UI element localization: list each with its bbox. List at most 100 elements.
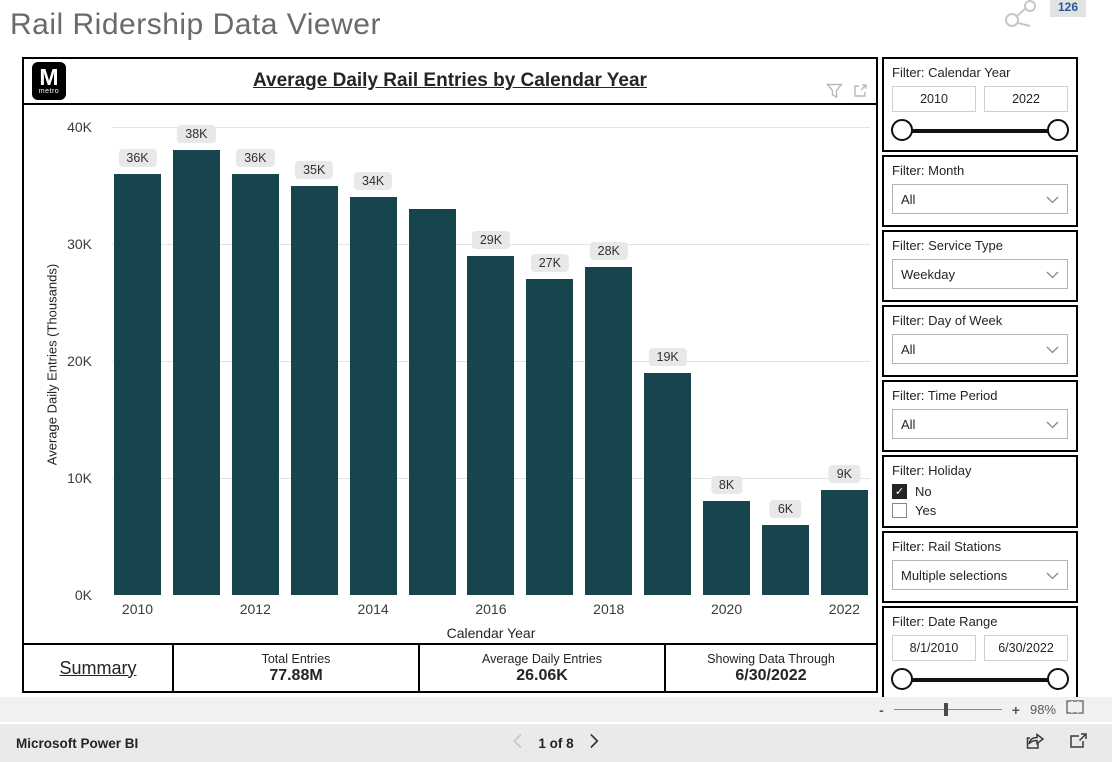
filter-label: Filter: Service Type: [892, 238, 1004, 253]
date-range-slider: [891, 665, 1069, 695]
x-tick-2019: [644, 601, 691, 617]
share-icon[interactable]: [1004, 0, 1038, 30]
tab-summary[interactable]: Summary: [59, 657, 137, 678]
card-label: Total Entries: [261, 651, 331, 666]
zoom-slider[interactable]: [893, 703, 1002, 716]
bar-2016[interactable]: [467, 255, 515, 595]
filter-label: Filter: Day of Week: [892, 313, 1003, 328]
filter-label: Filter: Date Range: [892, 614, 998, 629]
plot-wrap: 36K 38K 36K 35K 34K 29K 27K 28K 19K 8K 6K 9K: [112, 125, 870, 595]
zoom-toolbar: - + 98%: [0, 697, 1112, 722]
powerbi-brand: Microsoft Power BI: [16, 735, 139, 751]
bar-slot-2021: 6K: [761, 127, 809, 595]
dropdown-value: Multiple selections: [901, 567, 1008, 583]
card-value: 6/30/2022: [735, 666, 807, 684]
service-type-dropdown[interactable]: Weekday: [892, 259, 1068, 289]
bar-2022[interactable]: [820, 489, 868, 595]
filter-funnel-icon[interactable]: [826, 83, 843, 99]
x-tick-2011: [173, 601, 220, 617]
holiday-option-yes[interactable]: Yes: [892, 503, 1068, 518]
view-count-badge: 126: [1049, 0, 1086, 17]
zoom-percent: 98%: [1029, 702, 1056, 717]
bar-2017[interactable]: [526, 279, 574, 595]
slider-track: [902, 129, 1058, 133]
bar-2010[interactable]: [114, 173, 161, 595]
previous-page-icon[interactable]: [512, 733, 522, 754]
holiday-option-no[interactable]: ✓ No: [892, 484, 1068, 499]
card-label: Showing Data Through: [707, 651, 835, 666]
x-axis-ticks: 2010 2012 2014 2016 2018 2020 2022: [112, 601, 870, 617]
x-tick-2010: 2010: [121, 601, 154, 617]
filter-label: Filter: Calendar Year: [892, 65, 1011, 80]
x-tick-2021: [762, 601, 809, 617]
bar-2013[interactable]: [290, 185, 338, 595]
y-tick-40K: 40K: [67, 119, 92, 135]
filter-holiday: Filter: Holiday ✓ No Yes: [882, 455, 1078, 528]
dropdown-value: Weekday: [901, 266, 955, 282]
next-page-icon[interactable]: [590, 733, 600, 754]
y-tick-10K: 10K: [67, 470, 92, 486]
day-of-week-dropdown[interactable]: All: [892, 334, 1068, 364]
bar-2011[interactable]: [172, 150, 220, 595]
filter-rail-stations: Filter: Rail Stations Multiple selection…: [882, 531, 1078, 603]
bar-label-2018: 28K: [589, 242, 628, 261]
filter-panel: Filter: Calendar Year 2010 2022 Filter: …: [882, 57, 1078, 701]
checkbox-unchecked-icon[interactable]: [892, 503, 907, 518]
rail-stations-dropdown[interactable]: Multiple selections: [892, 560, 1068, 590]
bar-2012[interactable]: [231, 173, 279, 595]
filter-label: Filter: Rail Stations: [892, 539, 1002, 554]
calendar-year-range-slider: [891, 116, 1069, 146]
bar-label-2014: 34K: [354, 172, 393, 191]
filter-label: Filter: Holiday: [892, 463, 972, 478]
footer-bar: Microsoft Power BI 1 of 8: [0, 724, 1112, 762]
zoom-slider-handle[interactable]: [943, 703, 948, 716]
slider-handle-min[interactable]: [891, 668, 913, 690]
slider-handle-max[interactable]: [1047, 119, 1069, 141]
date-range-min-input[interactable]: 8/1/2010: [892, 635, 976, 661]
bar-slot-2014: 34K: [349, 127, 397, 595]
bar-slot-2010: 36K: [114, 127, 161, 595]
bar-2018[interactable]: [585, 267, 633, 595]
month-dropdown[interactable]: All: [892, 184, 1068, 214]
zoom-in-button[interactable]: +: [1011, 701, 1020, 718]
zoom-out-button[interactable]: -: [879, 701, 884, 718]
dropdown-value: All: [901, 341, 916, 357]
calendar-year-max-input[interactable]: 2022: [984, 86, 1068, 112]
bar-2015[interactable]: [408, 208, 456, 595]
chevron-down-icon: [1046, 192, 1059, 207]
x-tick-2016: 2016: [475, 601, 507, 617]
bar-2014[interactable]: [349, 197, 397, 595]
slider-handle-min[interactable]: [891, 119, 913, 141]
bar-2019[interactable]: [644, 372, 692, 595]
filter-time-period: Filter: Time Period All: [882, 380, 1078, 452]
bar-2021[interactable]: [761, 524, 809, 595]
fit-to-screen-icon[interactable]: [1066, 700, 1084, 719]
plot-area: 36K 38K 36K 35K 34K 29K 27K 28K 19K 8K 6K 9K: [112, 125, 870, 595]
x-tick-2018: 2018: [593, 601, 625, 617]
date-range-max-input[interactable]: 6/30/2022: [984, 635, 1068, 661]
chevron-down-icon: [1046, 342, 1059, 357]
checkbox-checked-icon[interactable]: ✓: [892, 484, 907, 499]
bar-label-2017: 27K: [530, 254, 569, 273]
bar-slot-2018: 28K: [585, 127, 633, 595]
bar-label-2016: 29K: [471, 230, 511, 249]
filter-month: Filter: Month All: [882, 155, 1078, 227]
page-navigation: 1 of 8: [512, 733, 599, 754]
time-period-dropdown[interactable]: All: [892, 409, 1068, 439]
x-tick-2013: [291, 601, 338, 617]
y-axis-ticks: 40K 30K 20K 10K 0K: [24, 119, 104, 603]
bar-label-2010: 36K: [118, 148, 157, 167]
share-report-icon[interactable]: [1025, 732, 1045, 755]
bar-label-2013: 35K: [295, 160, 334, 179]
card-label: Average Daily Entries: [482, 651, 602, 666]
focus-mode-icon[interactable]: [853, 83, 868, 99]
calendar-year-min-input[interactable]: 2010: [892, 86, 976, 112]
x-axis-title: Calendar Year: [446, 625, 536, 641]
open-in-new-window-icon[interactable]: [1069, 732, 1088, 754]
y-tick-20K: 20K: [67, 353, 92, 369]
slider-handle-max[interactable]: [1047, 668, 1069, 690]
bar-2020[interactable]: [703, 501, 751, 595]
chart-title: Average Daily Rail Entries by Calendar Y…: [253, 70, 647, 91]
filter-service-type: Filter: Service Type Weekday: [882, 230, 1078, 302]
